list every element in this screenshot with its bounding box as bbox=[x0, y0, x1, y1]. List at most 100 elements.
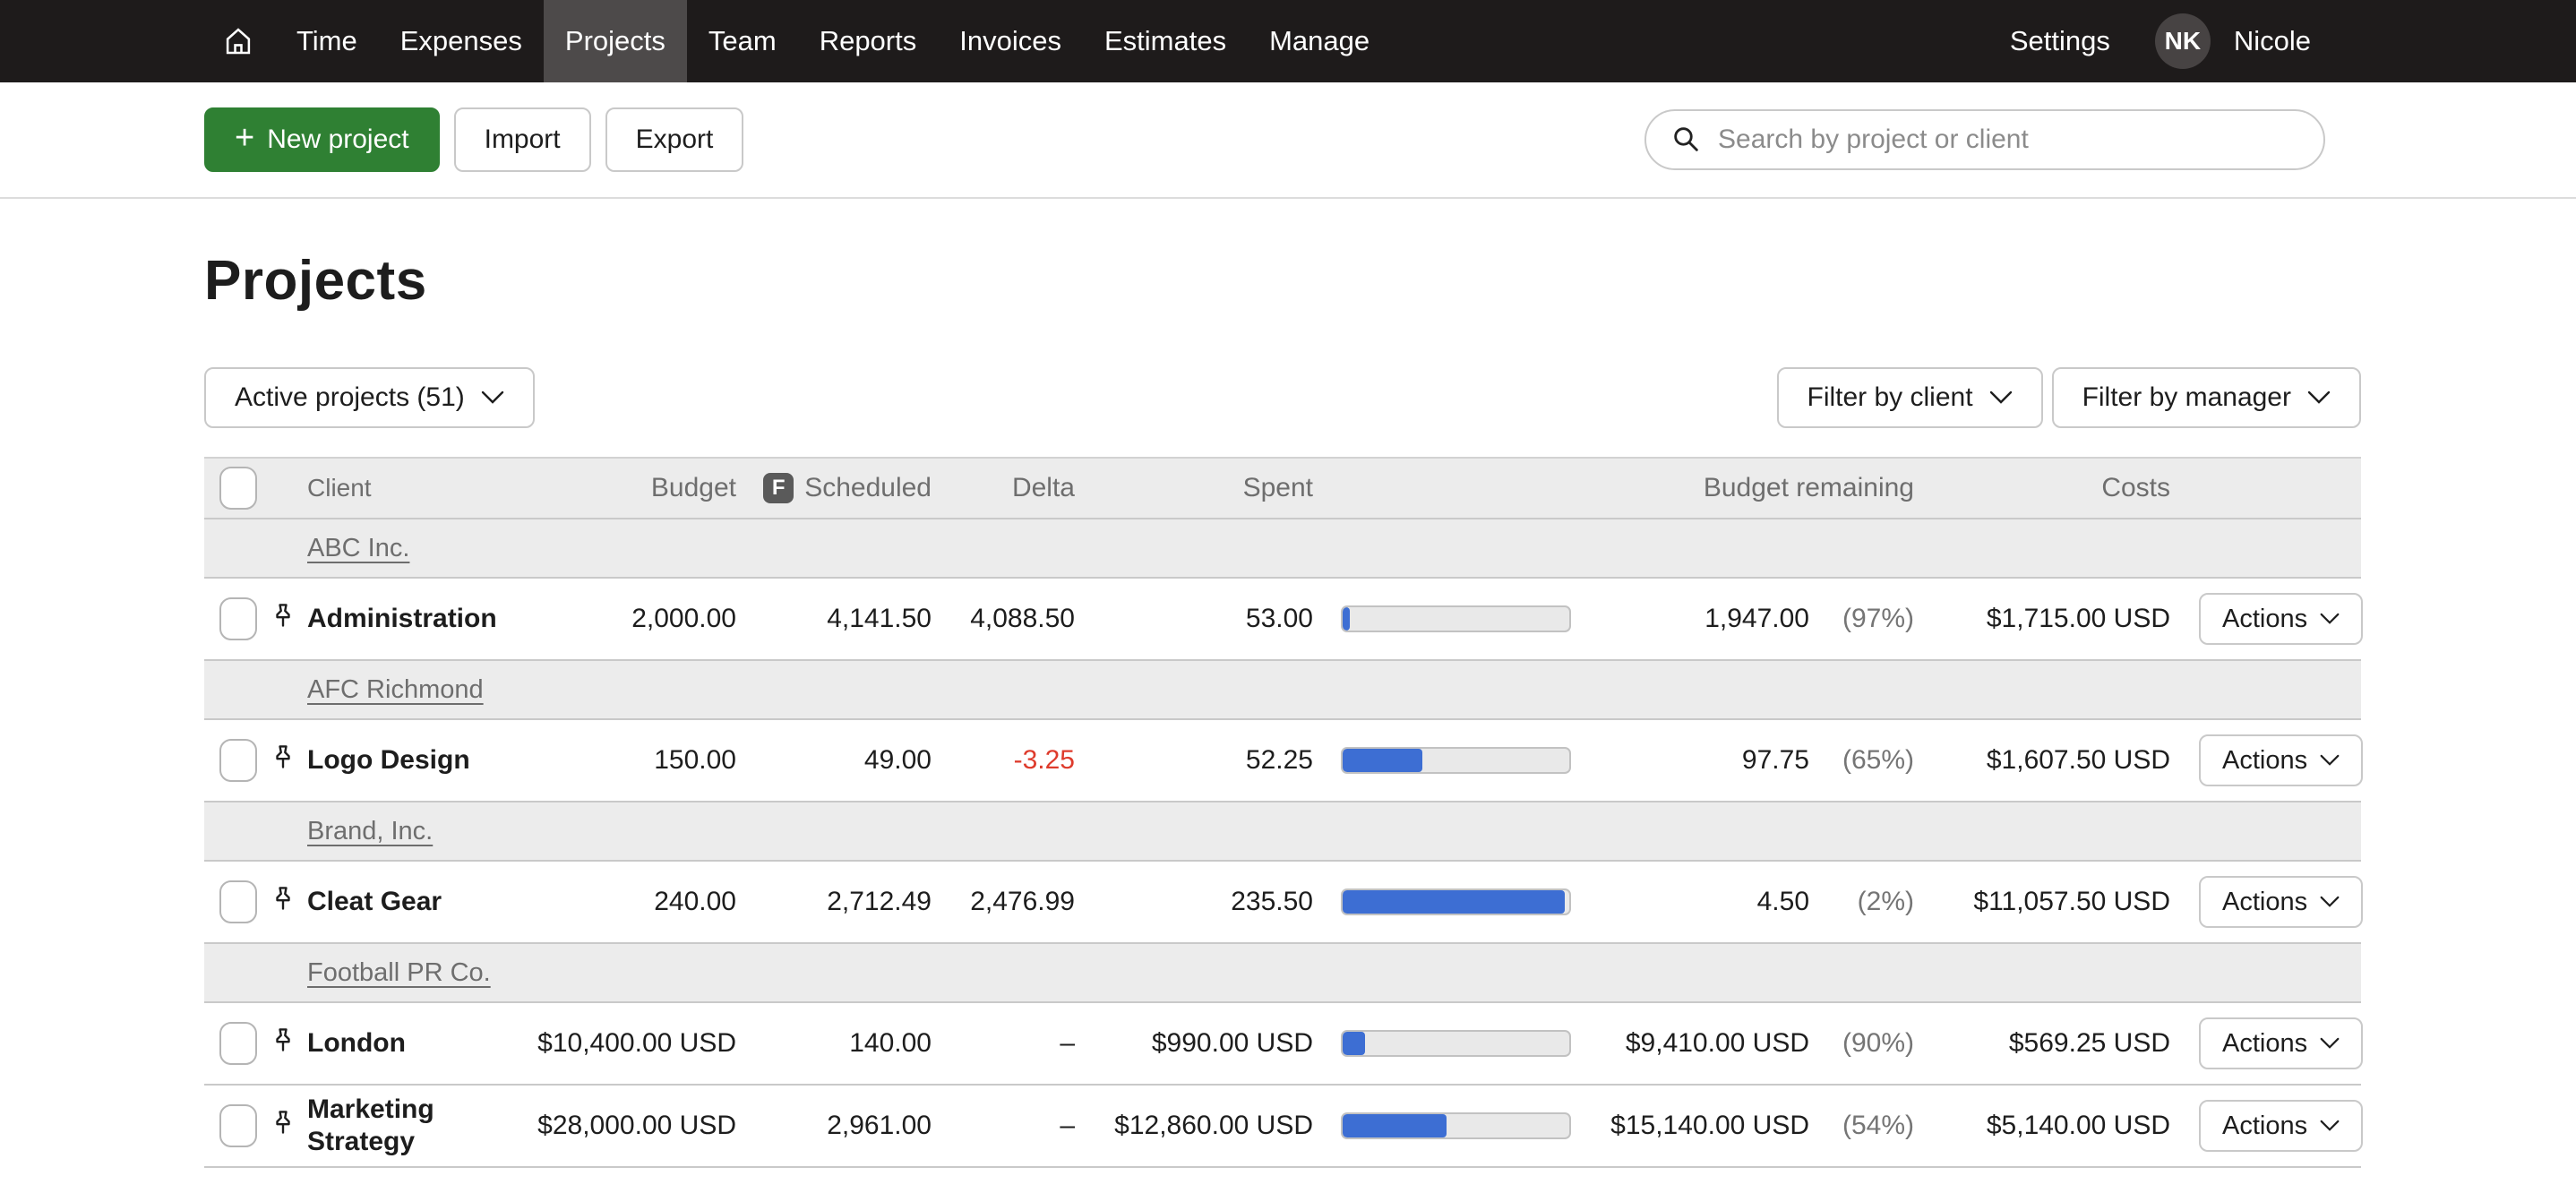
projects-table: Client Budget F Scheduled Delta Spent Bu… bbox=[204, 457, 2364, 1168]
row-checkbox[interactable] bbox=[219, 739, 257, 782]
nav-item-manage[interactable]: Manage bbox=[1269, 25, 1370, 56]
select-all-checkbox[interactable] bbox=[219, 467, 257, 510]
project-row: London $10,400.00 USD 140.00 – $990.00 U… bbox=[204, 1003, 2364, 1086]
pin-icon[interactable] bbox=[270, 743, 296, 777]
client-link[interactable]: ABC Inc. bbox=[307, 533, 410, 562]
pin-icon[interactable] bbox=[270, 885, 296, 919]
delta-value: 4,088.50 bbox=[970, 604, 1075, 633]
actions-button[interactable]: Actions bbox=[2199, 593, 2364, 645]
client-group-row: ABC Inc. bbox=[204, 519, 2361, 579]
row-checkbox[interactable] bbox=[219, 880, 257, 923]
pin-icon[interactable] bbox=[270, 1109, 296, 1143]
client-link[interactable]: Football PR Co. bbox=[307, 957, 491, 987]
home-icon bbox=[221, 24, 255, 58]
search-icon bbox=[1671, 124, 1702, 155]
settings-link[interactable]: Settings bbox=[2009, 25, 2110, 56]
project-row: Marketing Strategy $28,000.00 USD 2,961.… bbox=[204, 1086, 2364, 1168]
home-nav-button[interactable] bbox=[202, 0, 275, 82]
project-name-link[interactable]: Marketing Strategy bbox=[307, 1094, 434, 1156]
nav-item-team[interactable]: Team bbox=[708, 25, 777, 56]
toolbar: + New project Import Export bbox=[0, 82, 2576, 199]
spent-value: 52.25 bbox=[1245, 745, 1313, 775]
costs-value: $1,607.50 USD bbox=[1986, 745, 2170, 775]
nav-spacer bbox=[1391, 0, 1988, 82]
user-name-link[interactable]: Nicole bbox=[2233, 25, 2311, 56]
import-button[interactable]: Import bbox=[453, 107, 591, 172]
chevron-down-icon bbox=[2320, 754, 2340, 766]
spent-value: $990.00 USD bbox=[1151, 1028, 1313, 1058]
export-button[interactable]: Export bbox=[605, 107, 744, 172]
actions-button[interactable]: Actions bbox=[2199, 734, 2364, 786]
status-filter-label: Active projects (51) bbox=[235, 382, 465, 412]
search-input[interactable] bbox=[1718, 124, 2298, 155]
search-box[interactable] bbox=[1644, 109, 2325, 170]
client-group-row: Brand, Inc. bbox=[204, 802, 2361, 862]
status-filter-dropdown[interactable]: Active projects (51) bbox=[204, 367, 535, 428]
client-link[interactable]: AFC Richmond bbox=[307, 674, 484, 704]
nav-item-time[interactable]: Time bbox=[296, 25, 357, 56]
filter-by-client-dropdown[interactable]: Filter by client bbox=[1776, 367, 2043, 428]
actions-label: Actions bbox=[2222, 1111, 2308, 1140]
progress-bar bbox=[1341, 1112, 1571, 1139]
plus-icon: + bbox=[235, 119, 255, 157]
pin-icon[interactable] bbox=[270, 1026, 296, 1060]
costs-value: $569.25 USD bbox=[2008, 1028, 2170, 1058]
row-checkbox[interactable] bbox=[219, 597, 257, 640]
progress-bar-fill bbox=[1343, 607, 1350, 631]
chevron-down-icon bbox=[481, 391, 503, 404]
project-row: Logo Design 150.00 49.00 -3.25 52.25 97.… bbox=[204, 720, 2364, 802]
nav-item-estimates[interactable]: Estimates bbox=[1103, 25, 1227, 56]
budget-value: 240.00 bbox=[654, 887, 736, 916]
pin-icon[interactable] bbox=[270, 602, 296, 636]
nav-item-projects[interactable]: Projects bbox=[543, 0, 687, 82]
project-name-link[interactable]: Cleat Gear bbox=[307, 887, 442, 916]
budget-remaining-value: $9,410.00 USD bbox=[1625, 1028, 1809, 1058]
delta-value: – bbox=[1060, 1028, 1075, 1058]
chevron-down-icon bbox=[2320, 896, 2340, 907]
filter-by-client-label: Filter by client bbox=[1807, 382, 1973, 412]
progress-bar bbox=[1341, 888, 1571, 915]
budget-remaining-value: $15,140.00 USD bbox=[1610, 1111, 1809, 1140]
chevron-down-icon bbox=[2307, 391, 2331, 404]
budget-value: $10,400.00 USD bbox=[537, 1028, 736, 1058]
project-row: Cleat Gear 240.00 2,712.49 2,476.99 235.… bbox=[204, 862, 2364, 944]
actions-label: Actions bbox=[2222, 1028, 2308, 1058]
new-project-label: New project bbox=[267, 124, 409, 154]
actions-button[interactable]: Actions bbox=[2199, 1017, 2364, 1069]
client-link[interactable]: Brand, Inc. bbox=[307, 816, 434, 845]
budget-remaining-value: 4.50 bbox=[1756, 887, 1809, 916]
remaining-percent: (2%) bbox=[1857, 887, 1914, 916]
delta-value: -3.25 bbox=[1013, 745, 1075, 775]
costs-value: $5,140.00 USD bbox=[1986, 1111, 2170, 1140]
chevron-down-icon bbox=[2320, 613, 2340, 624]
new-project-button[interactable]: + New project bbox=[204, 107, 440, 172]
costs-value: $11,057.50 USD bbox=[1973, 887, 2170, 916]
actions-button[interactable]: Actions bbox=[2199, 876, 2364, 928]
progress-bar-fill bbox=[1343, 1114, 1447, 1137]
spent-value: 53.00 bbox=[1245, 604, 1313, 633]
nav-item-invoices[interactable]: Invoices bbox=[959, 25, 1061, 56]
header-delta: Delta bbox=[1011, 473, 1075, 502]
filter-by-manager-label: Filter by manager bbox=[2082, 382, 2291, 412]
chevron-down-icon bbox=[2320, 1037, 2340, 1049]
project-name-link[interactable]: London bbox=[307, 1028, 406, 1058]
row-checkbox[interactable] bbox=[219, 1104, 257, 1147]
page-title: Projects bbox=[204, 250, 427, 312]
project-name-link[interactable]: Administration bbox=[307, 604, 497, 633]
progress-bar bbox=[1341, 605, 1571, 632]
avatar[interactable]: NK bbox=[2154, 13, 2211, 69]
budget-remaining-value: 1,947.00 bbox=[1704, 604, 1809, 633]
actions-label: Actions bbox=[2222, 745, 2308, 775]
filter-by-manager-dropdown[interactable]: Filter by manager bbox=[2051, 367, 2361, 428]
nav-item-reports[interactable]: Reports bbox=[819, 25, 917, 56]
project-name-link[interactable]: Logo Design bbox=[307, 745, 470, 775]
budget-value: 2,000.00 bbox=[631, 604, 736, 633]
nav-item-expenses[interactable]: Expenses bbox=[399, 25, 522, 56]
chevron-down-icon bbox=[2320, 1120, 2340, 1131]
actions-button[interactable]: Actions bbox=[2199, 1100, 2364, 1152]
filters-row: Active projects (51) Filter by client Fi… bbox=[204, 367, 2361, 428]
table-header-row: Client Budget F Scheduled Delta Spent Bu… bbox=[204, 457, 2361, 519]
spent-value: $12,860.00 USD bbox=[1114, 1111, 1313, 1140]
row-checkbox[interactable] bbox=[219, 1022, 257, 1065]
budget-remaining-value: 97.75 bbox=[1741, 745, 1809, 775]
